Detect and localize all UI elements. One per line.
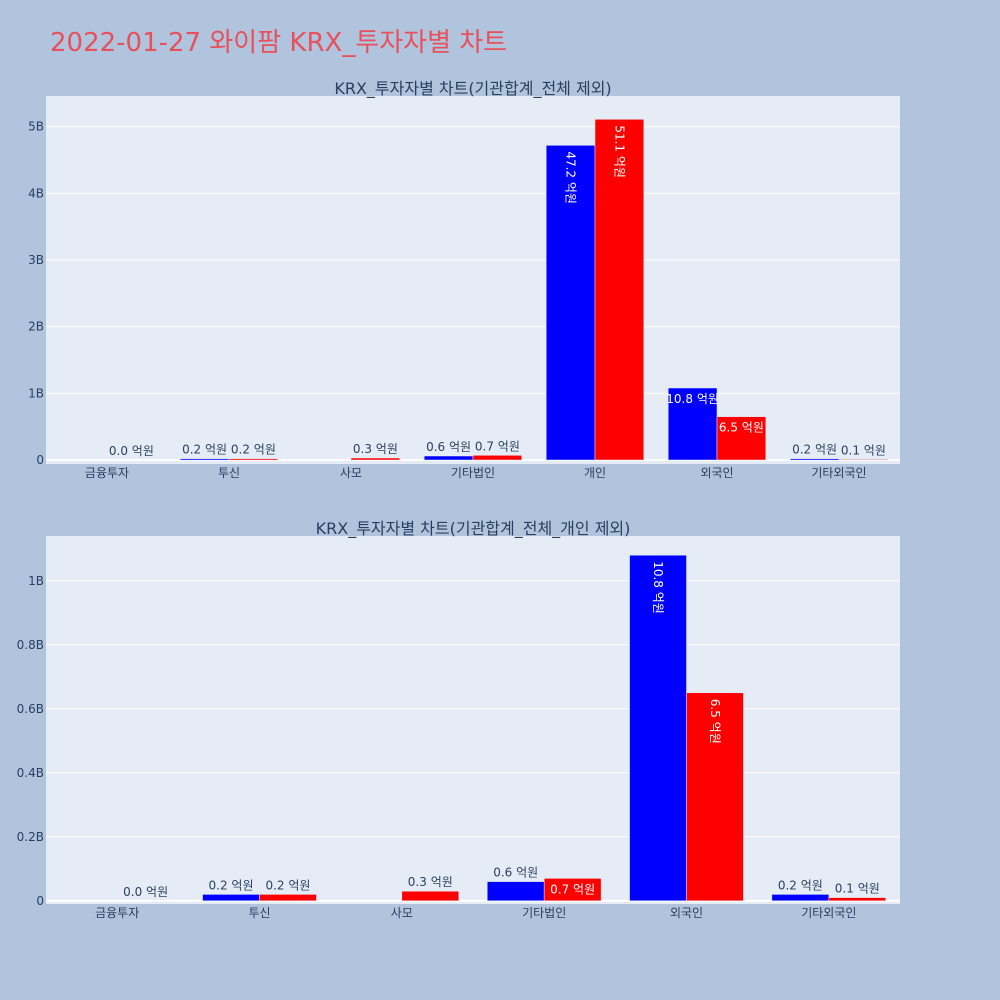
data-label: 0.6 억원 xyxy=(426,440,471,454)
y-tick-label: 0.6B xyxy=(17,702,44,716)
chart-title-2: KRX_투자자별 차트(기관합계_전체_개인 제외) xyxy=(316,519,631,539)
y-tick-label: 0 xyxy=(36,453,44,467)
x-tick-label: 외국인 xyxy=(700,466,733,480)
data-label: 0.0 억원 xyxy=(109,444,154,458)
data-label: 0.7 억원 xyxy=(475,439,520,453)
y-tick-label: 4B xyxy=(28,186,44,200)
x-tick-label: 사모 xyxy=(340,466,362,480)
bar xyxy=(667,387,718,461)
data-label: 0.2 억원 xyxy=(792,443,837,457)
x-tick-label: 투신 xyxy=(248,906,270,920)
data-label: 6.5 억원 xyxy=(719,421,764,435)
x-tick-label: 기타법인 xyxy=(451,466,495,480)
y-tick-label: 0.2B xyxy=(17,830,44,844)
y-tick-label: 2B xyxy=(28,320,44,334)
bar xyxy=(350,457,401,461)
y-tick-label: 5B xyxy=(28,120,44,134)
bar xyxy=(828,897,887,902)
data-label: 0.6 억원 xyxy=(493,866,538,880)
data-label: 6.5 억원 xyxy=(708,699,722,744)
chart-title-1: KRX_투자자별 차트(기관합계_전체 제외) xyxy=(334,79,611,99)
x-tick-label: 금융투자 xyxy=(95,906,139,920)
data-label: 0.0 억원 xyxy=(123,885,168,899)
bar xyxy=(423,455,474,461)
bar xyxy=(545,145,596,461)
x-tick-label: 사모 xyxy=(391,906,413,920)
data-label: 0.1 억원 xyxy=(841,443,886,457)
x-tick-label: 외국인 xyxy=(670,906,703,920)
bar xyxy=(838,459,889,461)
bar xyxy=(259,894,317,902)
data-label: 0.7 억원 xyxy=(550,882,595,896)
x-tick-label: 기타외국인 xyxy=(811,466,866,480)
data-label: 0.2 억원 xyxy=(182,443,227,457)
data-label: 0.2 억원 xyxy=(209,878,254,892)
data-label: 0.3 억원 xyxy=(353,442,398,456)
bar xyxy=(202,894,260,902)
bar xyxy=(401,890,460,902)
y-tick-label: 0.8B xyxy=(17,638,44,652)
x-tick-label: 개인 xyxy=(584,466,606,480)
plot-area-2 xyxy=(46,536,900,904)
x-tick-label: 기타외국인 xyxy=(801,906,856,920)
data-label: 10.8 억원 xyxy=(666,392,719,406)
bar xyxy=(472,455,523,461)
plot-area-1 xyxy=(46,96,900,464)
data-label: 0.2 억원 xyxy=(231,443,276,457)
bar xyxy=(716,416,767,461)
y-tick-label: 0.4B xyxy=(17,766,44,780)
data-label: 0.1 억원 xyxy=(835,882,880,896)
bar xyxy=(228,458,279,461)
bar xyxy=(594,119,645,461)
bar xyxy=(629,554,687,902)
data-label: 0.2 억원 xyxy=(778,878,823,892)
y-tick-label: 0 xyxy=(36,894,44,908)
x-tick-label: 투신 xyxy=(218,466,240,480)
bar xyxy=(543,878,602,902)
page-title: 2022-01-27 와이팜 KRX_투자자별 차트 xyxy=(50,28,508,58)
bar xyxy=(789,458,840,461)
data-label: 51.1 억원 xyxy=(612,125,626,178)
data-label: 10.8 억원 xyxy=(651,561,665,614)
bar xyxy=(179,458,230,461)
bar xyxy=(771,894,830,902)
y-tick-label: 1B xyxy=(28,574,44,588)
y-tick-label: 1B xyxy=(28,386,44,400)
x-tick-label: 기타법인 xyxy=(522,906,566,920)
bar xyxy=(486,881,545,902)
y-tick-label: 3B xyxy=(28,253,44,267)
data-label: 47.2 억원 xyxy=(564,151,578,204)
data-label: 0.2 억원 xyxy=(265,878,310,892)
data-label: 0.3 억원 xyxy=(408,875,453,889)
x-tick-label: 금융투자 xyxy=(85,466,129,480)
bar xyxy=(686,692,744,902)
